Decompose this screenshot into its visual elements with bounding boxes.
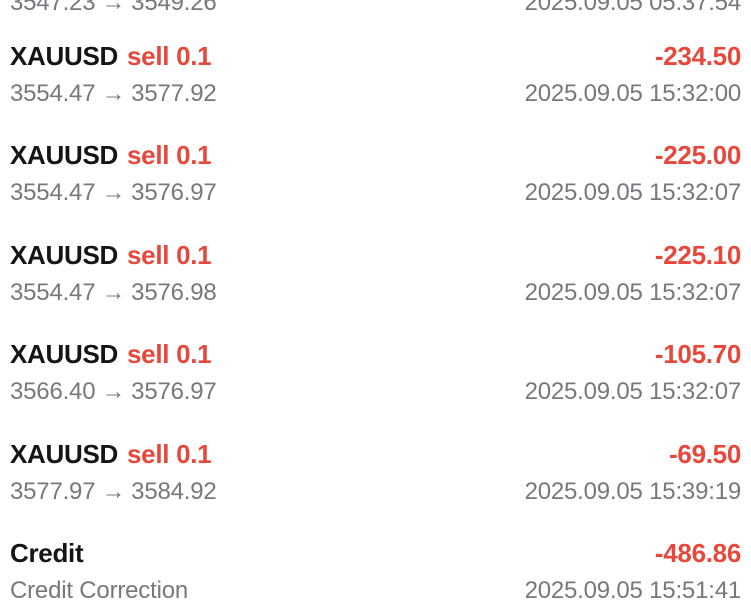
profit-value: -225.10 — [654, 240, 741, 270]
symbol-label: XAUUSD — [10, 140, 118, 170]
row-title: XAUUSD sell 0.1 — [10, 140, 212, 170]
credit-label: Credit — [10, 538, 84, 568]
close-time: 2025.09.05 15:32:00 — [524, 80, 742, 107]
symbol-label: XAUUSD — [10, 339, 118, 369]
side-volume-label: sell 0.1 — [127, 439, 212, 469]
open-price: 3547.23 — [10, 0, 96, 16]
symbol-label: XAUUSD — [10, 240, 118, 270]
row-title: XAUUSD sell 0.1 — [10, 41, 212, 71]
credit-time: 2025.09.05 15:51:41 — [524, 577, 742, 600]
close-price: 3576.97 — [131, 179, 217, 206]
open-price: 3554.47 — [10, 179, 96, 206]
history-row[interactable]: XAUUSD sell 0.1 -225.10 3554.47 → 3576.98 2… — [0, 240, 751, 306]
row-title: XAUUSD sell 0.1 — [10, 439, 212, 469]
arrow-right-icon: → — [101, 0, 126, 16]
arrow-right-icon: → — [101, 80, 126, 107]
close-price: 3577.92 — [131, 80, 217, 107]
open-price: 3566.40 — [10, 378, 96, 405]
open-price: 3577.97 — [10, 478, 96, 505]
profit-value: -105.70 — [654, 339, 741, 369]
arrow-right-icon: → — [101, 378, 126, 405]
price-range: 3547.23 → 3549.26 — [10, 0, 217, 17]
arrow-right-icon: → — [101, 279, 126, 306]
close-price: 3549.26 — [131, 0, 217, 16]
history-row[interactable]: XAUUSD sell 0.1 -105.70 3566.40 → 3576.97 2… — [0, 339, 751, 405]
close-price: 3576.97 — [131, 378, 217, 405]
open-price: 3554.47 — [10, 279, 96, 306]
close-time: 2025.09.05 15:32:07 — [524, 179, 742, 206]
side-volume-label: sell 0.1 — [127, 41, 212, 71]
history-row[interactable]: XAUUSD sell 0.1 -234.50 3554.47 → 3577.92 2… — [0, 41, 751, 107]
credit-description: Credit Correction — [10, 577, 188, 600]
price-range: 3566.40 → 3576.97 — [10, 378, 217, 406]
price-range: 3554.47 → 3576.97 — [10, 179, 217, 207]
close-time: 2025.09.05 05:37:54 — [524, 0, 742, 16]
arrow-right-icon: → — [101, 179, 126, 206]
symbol-label: XAUUSD — [10, 41, 118, 71]
history-row-partial[interactable]: 3547.23 → 3549.26 2025.09.05 05:37:54 — [0, 0, 751, 17]
side-volume-label: sell 0.1 — [127, 339, 212, 369]
arrow-right-icon: → — [101, 478, 126, 505]
profit-value: -234.50 — [654, 41, 741, 71]
row-title: Credit — [10, 538, 84, 568]
side-volume-label: sell 0.1 — [127, 240, 212, 270]
profit-value: -69.50 — [669, 439, 741, 469]
side-volume-label: sell 0.1 — [127, 140, 212, 170]
close-time: 2025.09.05 15:32:07 — [524, 378, 742, 405]
price-range: 3554.47 → 3576.98 — [10, 279, 217, 307]
close-time: 2025.09.05 15:32:07 — [524, 279, 742, 306]
row-title: XAUUSD sell 0.1 — [10, 240, 212, 270]
profit-value: -225.00 — [654, 140, 741, 170]
close-time: 2025.09.05 15:39:19 — [524, 478, 742, 505]
history-row[interactable]: XAUUSD sell 0.1 -69.50 3577.97 → 3584.92 20… — [0, 439, 751, 505]
symbol-label: XAUUSD — [10, 439, 118, 469]
history-row[interactable]: XAUUSD sell 0.1 -225.00 3554.47 → 3576.97 2… — [0, 140, 751, 206]
price-range: 3577.97 → 3584.92 — [10, 478, 217, 506]
row-title: XAUUSD sell 0.1 — [10, 339, 212, 369]
close-price: 3576.98 — [131, 279, 217, 306]
open-price: 3554.47 — [10, 80, 96, 107]
history-row-credit[interactable]: Credit -486.86 Credit Correction 2025.09… — [0, 538, 751, 600]
price-range: 3554.47 → 3577.92 — [10, 80, 217, 108]
close-price: 3584.92 — [131, 478, 217, 505]
credit-amount: -486.86 — [654, 538, 741, 568]
